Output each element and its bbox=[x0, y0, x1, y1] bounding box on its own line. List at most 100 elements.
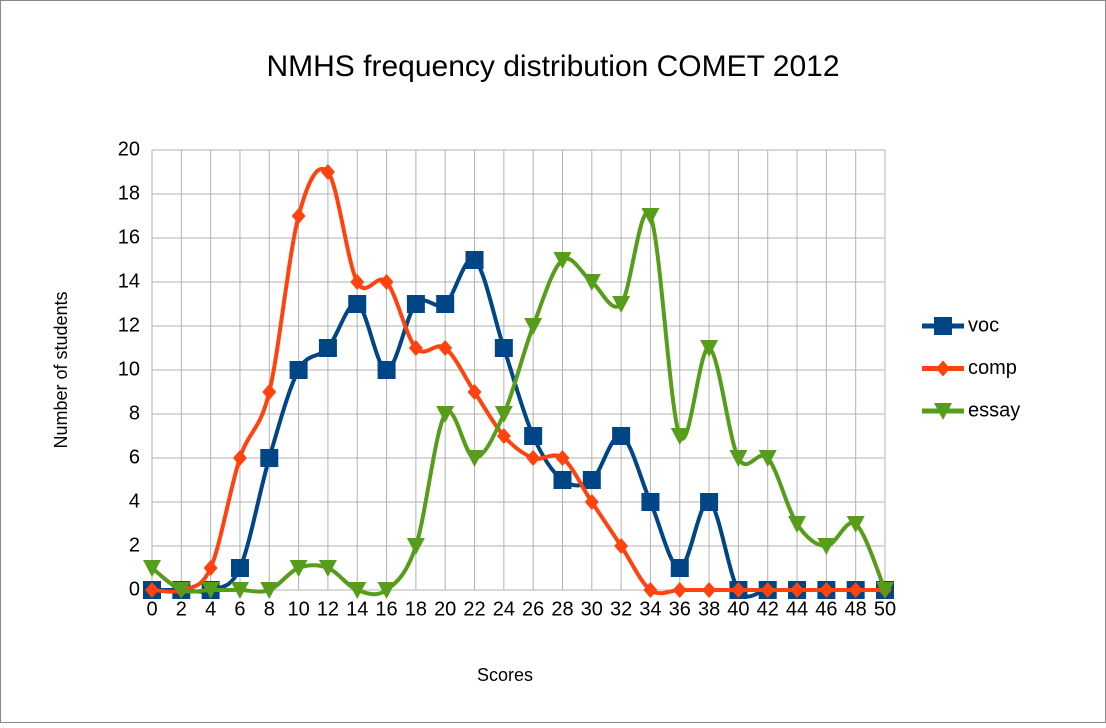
marker bbox=[318, 560, 337, 577]
marker bbox=[524, 318, 543, 335]
marker bbox=[145, 582, 159, 598]
y-tick-label: 6 bbox=[129, 446, 140, 468]
x-tick-label: 42 bbox=[757, 598, 779, 620]
marker bbox=[758, 450, 777, 467]
x-tick-label: 44 bbox=[786, 598, 808, 620]
marker bbox=[672, 582, 687, 598]
x-tick-label: 38 bbox=[698, 598, 720, 620]
y-tick-label: 4 bbox=[129, 490, 140, 512]
marker bbox=[526, 450, 541, 466]
marker bbox=[641, 208, 660, 225]
marker bbox=[582, 274, 601, 291]
y-tick-label: 16 bbox=[118, 226, 140, 248]
marker bbox=[377, 582, 396, 599]
y-tick-label: 10 bbox=[118, 358, 140, 380]
marker bbox=[614, 538, 629, 554]
marker bbox=[289, 560, 308, 577]
x-tick-label: 50 bbox=[874, 598, 896, 620]
series-line bbox=[150, 210, 887, 597]
marker bbox=[553, 471, 572, 489]
marker bbox=[260, 449, 279, 467]
marker bbox=[643, 582, 658, 598]
marker bbox=[670, 428, 689, 445]
marker bbox=[406, 538, 425, 555]
marker bbox=[496, 428, 511, 444]
x-tick-label: 10 bbox=[287, 598, 309, 620]
x-tick-label: 34 bbox=[639, 598, 661, 620]
legend-label: essay bbox=[968, 399, 1020, 421]
marker bbox=[201, 582, 220, 599]
x-tick-label: 24 bbox=[493, 598, 515, 620]
x-tick-label: 26 bbox=[522, 598, 544, 620]
x-axis-label: Scores bbox=[477, 665, 533, 685]
legend-marker bbox=[934, 317, 952, 335]
marker bbox=[350, 274, 365, 290]
x-tick-label: 32 bbox=[610, 598, 632, 620]
marker bbox=[262, 384, 277, 400]
marker bbox=[320, 164, 335, 180]
y-tick-label: 18 bbox=[118, 182, 140, 204]
marker bbox=[760, 582, 775, 598]
marker bbox=[524, 427, 543, 445]
marker bbox=[494, 406, 513, 423]
x-tick-label: 36 bbox=[669, 598, 691, 620]
y-tick-label: 20 bbox=[118, 138, 140, 160]
marker bbox=[582, 471, 601, 489]
y-tick-label: 8 bbox=[129, 402, 140, 424]
plot-frame bbox=[151, 149, 886, 591]
marker bbox=[406, 295, 425, 313]
legend-marker bbox=[934, 403, 952, 420]
marker bbox=[143, 560, 161, 577]
x-tick-label: 48 bbox=[845, 598, 867, 620]
legend-label: voc bbox=[968, 314, 999, 336]
marker bbox=[318, 339, 337, 357]
marker bbox=[348, 582, 367, 599]
marker bbox=[291, 208, 306, 224]
marker bbox=[260, 582, 279, 599]
x-tick-label: 12 bbox=[317, 598, 339, 620]
x-tick-label: 40 bbox=[727, 598, 749, 620]
marker bbox=[612, 296, 631, 313]
marker bbox=[465, 251, 484, 269]
marker bbox=[700, 340, 719, 357]
marker bbox=[379, 274, 394, 290]
marker bbox=[408, 340, 423, 356]
marker bbox=[729, 450, 748, 467]
marker bbox=[172, 582, 191, 599]
marker bbox=[700, 493, 719, 511]
x-tick-label: 20 bbox=[434, 598, 456, 620]
marker bbox=[641, 493, 660, 511]
y-tick-label: 12 bbox=[118, 314, 140, 336]
x-tick-label: 8 bbox=[264, 598, 275, 620]
y-axis-label: Number of students bbox=[51, 291, 71, 448]
series-line bbox=[152, 257, 885, 599]
marker bbox=[612, 427, 631, 445]
marker bbox=[230, 559, 249, 577]
x-tick-label: 4 bbox=[205, 598, 216, 620]
marker bbox=[494, 339, 513, 357]
x-tick-label: 46 bbox=[815, 598, 837, 620]
x-tick-label: 30 bbox=[581, 598, 603, 620]
x-tick-label: 14 bbox=[346, 598, 368, 620]
marker bbox=[819, 582, 834, 598]
y-tick-label: 0 bbox=[129, 578, 140, 600]
marker bbox=[790, 582, 805, 598]
marker bbox=[553, 252, 572, 269]
chart-title: NMHS frequency distribution COMET 2012 bbox=[266, 50, 839, 83]
marker bbox=[436, 406, 455, 423]
marker bbox=[731, 582, 746, 598]
marker bbox=[348, 295, 367, 313]
marker bbox=[670, 559, 689, 577]
legend-label: comp bbox=[968, 357, 1017, 379]
x-tick-label: 2 bbox=[176, 598, 187, 620]
marker bbox=[436, 295, 455, 313]
x-tick-label: 18 bbox=[405, 598, 427, 620]
marker bbox=[876, 582, 894, 599]
marker bbox=[848, 582, 863, 598]
marker bbox=[203, 560, 218, 576]
marker bbox=[465, 450, 484, 467]
x-tick-label: 16 bbox=[375, 598, 397, 620]
x-tick-label: 28 bbox=[551, 598, 573, 620]
